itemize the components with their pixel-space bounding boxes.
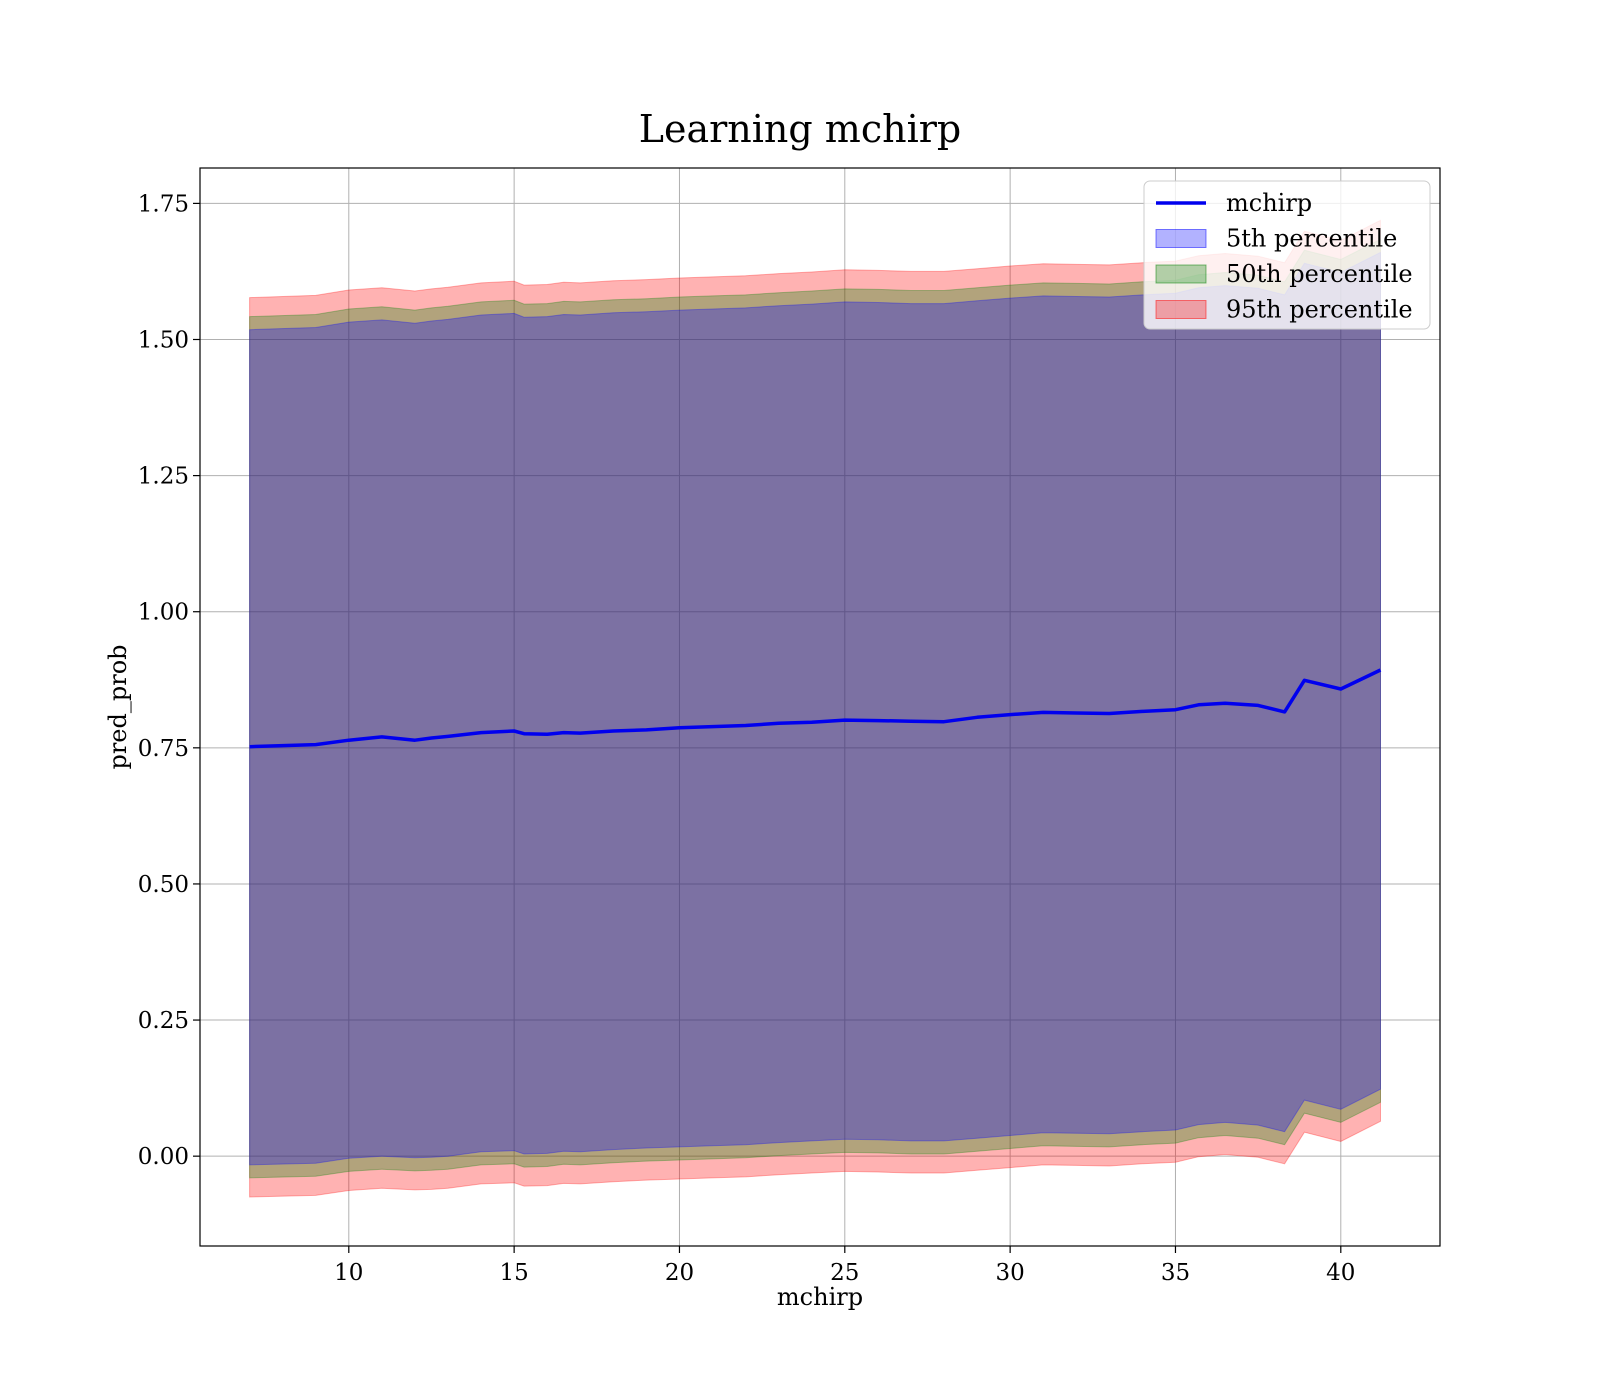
chart-title: Learning mchirp <box>639 107 961 151</box>
grid <box>200 168 1440 1246</box>
y-tick-label: 0.25 <box>138 1008 189 1034</box>
x-axis-label: mchirp <box>777 1283 863 1311</box>
y-tick-label: 1.25 <box>138 464 189 490</box>
legend-label: 5th percentile <box>1226 225 1397 253</box>
y-tick-label: 0.00 <box>138 1144 189 1170</box>
x-tick-label: 15 <box>499 1260 528 1286</box>
plot-frame <box>199 167 1441 1247</box>
y-axis-label: pred_prob <box>104 644 132 769</box>
legend-swatch-band <box>1155 229 1207 248</box>
x-tick-label: 40 <box>1326 1260 1355 1286</box>
series-line-mchirp <box>249 668 1382 749</box>
band-50th-percentile <box>249 238 1381 1179</box>
legend-swatch-band <box>1155 264 1207 284</box>
y-tick-label: 0.50 <box>138 872 189 898</box>
x-tick-label: 20 <box>665 1260 694 1286</box>
y-tick-label: 1.75 <box>138 191 189 217</box>
band-layer <box>249 219 1381 1198</box>
ticks: 10 15 20 25 30 35 40 0.00 0.25 0.50 0.75 1.00 1.25 1.… <box>138 191 1356 1286</box>
band-95th-percentile <box>249 219 1381 1198</box>
legend-swatch-band <box>1155 300 1207 319</box>
x-tick-label: 25 <box>830 1260 859 1286</box>
line-layer <box>249 668 1382 749</box>
y-tick-label: 1.00 <box>138 600 189 626</box>
x-tick-label: 10 <box>334 1260 363 1286</box>
y-tick-label: 1.50 <box>138 328 189 354</box>
legend-box <box>1143 180 1431 330</box>
y-tick-label: 0.75 <box>138 736 189 762</box>
x-tick-label: 30 <box>995 1260 1024 1286</box>
band-5th-percentile <box>249 251 1381 1166</box>
legend: mchirp 5th percentile 50th percentile 95th … <box>1143 180 1431 330</box>
legend-label: mchirp <box>1226 189 1312 217</box>
x-tick-label: 35 <box>1161 1260 1190 1286</box>
legend-label: 50th percentile <box>1226 260 1413 288</box>
legend-label: 95th percentile <box>1226 296 1413 324</box>
